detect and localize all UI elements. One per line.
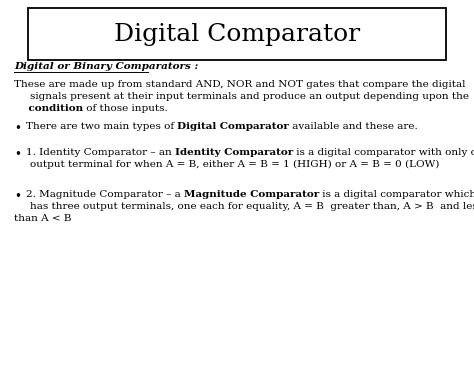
Text: Magnitude Comparator: Magnitude Comparator [184, 190, 319, 199]
Text: These are made up from standard AND, NOR and NOT gates that compare the digital: These are made up from standard AND, NOR… [14, 80, 465, 89]
Text: available and these are.: available and these are. [289, 122, 418, 131]
Text: condition: condition [14, 104, 83, 113]
Text: has three output terminals, one each for equality, A = B  greater than, A > B  a: has three output terminals, one each for… [30, 202, 474, 211]
Text: is a digital comparator with only one: is a digital comparator with only one [293, 148, 474, 157]
Text: 1. Identity Comparator – an: 1. Identity Comparator – an [26, 148, 175, 157]
Text: •: • [14, 148, 21, 161]
FancyBboxPatch shape [28, 8, 446, 60]
Text: output terminal for when A = B, either A = B = 1 (HIGH) or A = B = 0 (LOW): output terminal for when A = B, either A… [30, 160, 439, 169]
Text: There are two main types of: There are two main types of [26, 122, 177, 131]
Text: than A < B: than A < B [14, 214, 72, 223]
Text: Digital Comparator: Digital Comparator [114, 22, 360, 45]
Text: Digital or Binary Comparators :: Digital or Binary Comparators : [14, 62, 199, 71]
Text: •: • [14, 190, 21, 203]
Text: of those inputs.: of those inputs. [83, 104, 168, 113]
Text: •: • [14, 122, 21, 135]
Text: signals present at their input terminals and produce an output depending upon th: signals present at their input terminals… [30, 92, 469, 101]
Text: is a digital comparator which: is a digital comparator which [319, 190, 474, 199]
Text: Digital Comparator: Digital Comparator [177, 122, 289, 131]
Text: 2. Magnitude Comparator – a: 2. Magnitude Comparator – a [26, 190, 184, 199]
Text: Identity Comparator: Identity Comparator [175, 148, 293, 157]
